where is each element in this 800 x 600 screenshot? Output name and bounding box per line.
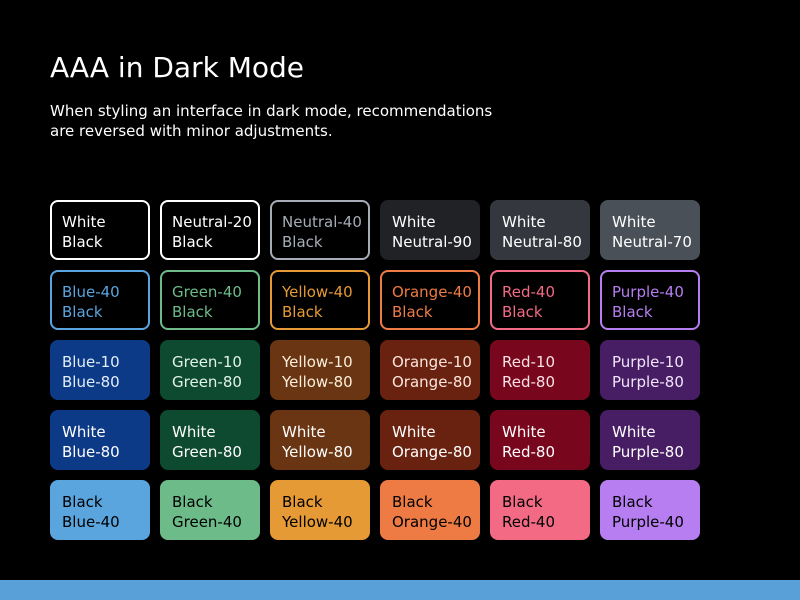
color-swatch: Black Blue-40 xyxy=(50,480,150,540)
swatch-foreground-label: Black xyxy=(502,493,543,511)
swatch-background-label: Black xyxy=(62,233,103,251)
color-swatch: Purple-40 Black xyxy=(600,270,700,330)
swatch-foreground-label: Yellow-40 xyxy=(282,283,353,301)
color-swatch: Black Orange-40 xyxy=(380,480,480,540)
swatch-foreground-label: Black xyxy=(392,493,433,511)
swatch-background-label: Yellow-80 xyxy=(282,373,353,391)
swatch-background-label: Green-80 xyxy=(172,443,242,461)
swatch-background-label: Purple-40 xyxy=(612,513,684,531)
swatch-foreground-label: Blue-40 xyxy=(62,283,120,301)
swatch-foreground-label: White xyxy=(282,423,326,441)
swatch-background-label: Purple-80 xyxy=(612,443,684,461)
swatch-foreground-label: Green-40 xyxy=(172,283,242,301)
swatch-foreground-label: Orange-40 xyxy=(392,283,472,301)
swatch-foreground-label: Blue-10 xyxy=(62,353,120,371)
swatch-background-label: Blue-80 xyxy=(62,443,120,461)
swatch-foreground-label: White xyxy=(392,213,436,231)
color-swatch: Red-40 Black xyxy=(490,270,590,330)
color-swatch: Black Yellow-40 xyxy=(270,480,370,540)
swatch-foreground-label: Purple-10 xyxy=(612,353,684,371)
swatch-background-label: Yellow-80 xyxy=(282,443,353,461)
swatch-background-label: Green-40 xyxy=(172,513,242,531)
color-swatch: Green-40 Black xyxy=(160,270,260,330)
color-swatch: Orange-40 Black xyxy=(380,270,480,330)
swatch-background-label: Black xyxy=(502,303,543,321)
page-title: AAA in Dark Mode xyxy=(50,51,304,84)
swatch-background-label: Black xyxy=(282,303,323,321)
color-swatch: White Black xyxy=(50,200,150,260)
swatch-foreground-label: Black xyxy=(62,493,103,511)
swatch-background-label: Green-80 xyxy=(172,373,242,391)
swatch-foreground-label: Neutral-40 xyxy=(282,213,362,231)
swatch-background-label: Red-80 xyxy=(502,373,555,391)
swatch-background-label: Neutral-90 xyxy=(392,233,472,251)
color-swatch: Neutral-20 Black xyxy=(160,200,260,260)
swatch-background-label: Blue-80 xyxy=(62,373,120,391)
color-swatch: Purple-10 Purple-80 xyxy=(600,340,700,400)
color-swatch: White Neutral-80 xyxy=(490,200,590,260)
bottom-accent-bar xyxy=(0,580,800,600)
color-swatch: White Neutral-90 xyxy=(380,200,480,260)
swatch-foreground-label: Black xyxy=(282,493,323,511)
color-swatch: Black Purple-40 xyxy=(600,480,700,540)
color-swatch: White Green-80 xyxy=(160,410,260,470)
swatch-background-label: Orange-80 xyxy=(392,443,472,461)
swatch-foreground-label: White xyxy=(612,213,656,231)
swatch-background-label: Red-80 xyxy=(502,443,555,461)
swatch-background-label: Orange-40 xyxy=(392,513,472,531)
swatch-foreground-label: White xyxy=(392,423,436,441)
swatch-background-label: Blue-40 xyxy=(62,513,120,531)
color-swatch: Black Green-40 xyxy=(160,480,260,540)
color-swatch: White Orange-80 xyxy=(380,410,480,470)
page-description: When styling an interface in dark mode, … xyxy=(50,102,493,140)
swatch-foreground-label: Black xyxy=(612,493,653,511)
swatch-foreground-label: White xyxy=(612,423,656,441)
swatch-foreground-label: White xyxy=(62,213,106,231)
color-swatch: Blue-40 Black xyxy=(50,270,150,330)
swatch-background-label: Purple-80 xyxy=(612,373,684,391)
color-swatch: Orange-10 Orange-80 xyxy=(380,340,480,400)
color-swatch: Blue-10 Blue-80 xyxy=(50,340,150,400)
swatch-foreground-label: Orange-10 xyxy=(392,353,472,371)
swatch-foreground-label: White xyxy=(172,423,216,441)
swatch-background-label: Yellow-40 xyxy=(282,513,353,531)
color-swatch: Red-10 Red-80 xyxy=(490,340,590,400)
color-swatch: Black Red-40 xyxy=(490,480,590,540)
swatch-foreground-label: Red-10 xyxy=(502,353,555,371)
swatch-background-label: Black xyxy=(172,233,213,251)
color-swatch: White Neutral-70 xyxy=(600,200,700,260)
swatch-foreground-label: White xyxy=(502,213,546,231)
swatch-foreground-label: Yellow-10 xyxy=(282,353,353,371)
color-swatch: Neutral-40 Black xyxy=(270,200,370,260)
swatch-background-label: Neutral-70 xyxy=(612,233,692,251)
swatch-background-label: Black xyxy=(612,303,653,321)
swatch-foreground-label: Black xyxy=(172,493,213,511)
swatch-background-label: Black xyxy=(282,233,323,251)
color-swatch: Yellow-40 Black xyxy=(270,270,370,330)
swatch-background-label: Black xyxy=(392,303,433,321)
swatch-foreground-label: White xyxy=(502,423,546,441)
color-swatch: White Yellow-80 xyxy=(270,410,370,470)
swatch-background-label: Red-40 xyxy=(502,513,555,531)
color-swatch: White Blue-80 xyxy=(50,410,150,470)
swatch-foreground-label: White xyxy=(62,423,106,441)
swatch-background-label: Black xyxy=(62,303,103,321)
swatch-foreground-label: Green-10 xyxy=(172,353,242,371)
swatch-foreground-label: Neutral-20 xyxy=(172,213,252,231)
color-swatch: Green-10 Green-80 xyxy=(160,340,260,400)
color-swatch: Yellow-10 Yellow-80 xyxy=(270,340,370,400)
color-swatch: White Purple-80 xyxy=(600,410,700,470)
swatch-background-label: Black xyxy=(172,303,213,321)
swatch-background-label: Orange-80 xyxy=(392,373,472,391)
swatch-foreground-label: Purple-40 xyxy=(612,283,684,301)
color-swatch: White Red-80 xyxy=(490,410,590,470)
color-swatch-grid: White Black Neutral-20 Black Neutral-40 Black… xyxy=(50,200,700,540)
swatch-foreground-label: Red-40 xyxy=(502,283,555,301)
swatch-background-label: Neutral-80 xyxy=(502,233,582,251)
